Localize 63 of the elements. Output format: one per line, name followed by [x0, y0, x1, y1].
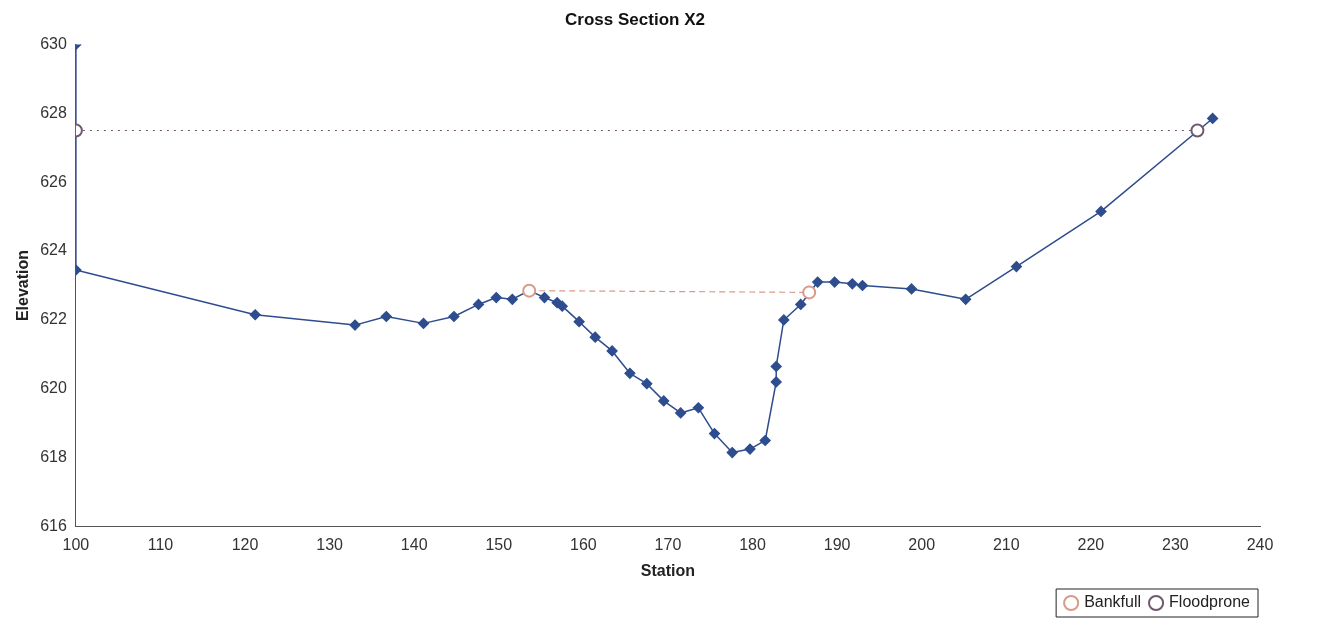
point	[249, 309, 261, 321]
point	[606, 345, 618, 357]
point	[490, 291, 502, 304]
point	[675, 407, 687, 419]
point	[641, 378, 653, 390]
point	[795, 298, 807, 311]
point	[506, 293, 518, 305]
point	[417, 317, 430, 329]
x-tick-label: 190	[823, 535, 851, 553]
y-tick-label: 628	[40, 103, 67, 121]
point	[692, 402, 704, 414]
chart-title: Cross Section X2	[565, 9, 705, 29]
x-tick-label: 100	[62, 535, 90, 553]
point	[802, 285, 817, 300]
y-tick-label: 630	[40, 34, 67, 52]
y-tick-label: 620	[40, 379, 67, 397]
point	[726, 446, 738, 459]
x-tick-label: 120	[231, 535, 259, 553]
x-tick-label: 230	[1162, 535, 1189, 553]
point	[778, 314, 790, 326]
point	[448, 310, 460, 323]
point	[1095, 205, 1107, 218]
point	[905, 283, 918, 295]
y-tick-label: 618	[40, 448, 67, 466]
point	[846, 278, 858, 290]
legend-label: Bankfull	[1084, 593, 1142, 611]
x-tick-label: 130	[316, 535, 344, 553]
x-tick-label: 150	[485, 535, 513, 553]
x-tick-label: 170	[654, 535, 682, 553]
point	[589, 331, 601, 343]
point	[759, 434, 771, 447]
x-tick-label: 110	[147, 535, 174, 553]
x-tick-label: 160	[570, 535, 597, 553]
x-tick-label: 240	[1246, 535, 1274, 553]
y-tick-label: 622	[40, 310, 67, 328]
point	[624, 367, 636, 379]
point	[1207, 112, 1219, 125]
point	[472, 298, 485, 311]
point	[380, 310, 392, 323]
point	[856, 279, 869, 292]
legend-label: Floodprone	[1169, 593, 1251, 611]
point	[573, 316, 585, 328]
x-tick-label: 220	[1077, 535, 1105, 553]
point	[770, 360, 782, 373]
point	[812, 276, 824, 288]
point	[538, 291, 551, 304]
y-axis-title: Elevation	[14, 249, 32, 322]
point	[744, 443, 756, 455]
point	[770, 376, 782, 388]
x-tick-label: 140	[400, 535, 428, 553]
y-tick-label: 624	[40, 241, 67, 259]
x-tick-label: 200	[908, 535, 936, 553]
point	[960, 293, 972, 305]
y-tick-label: 626	[40, 172, 67, 190]
point	[828, 276, 841, 288]
x-tick-label: 210	[992, 535, 1020, 553]
x-axis-title: Station	[640, 561, 696, 579]
y-tick-label: 616	[40, 517, 67, 535]
point	[708, 428, 721, 440]
point	[658, 395, 670, 407]
x-tick-label: 180	[739, 535, 766, 553]
point	[1010, 260, 1023, 273]
point	[349, 319, 361, 331]
